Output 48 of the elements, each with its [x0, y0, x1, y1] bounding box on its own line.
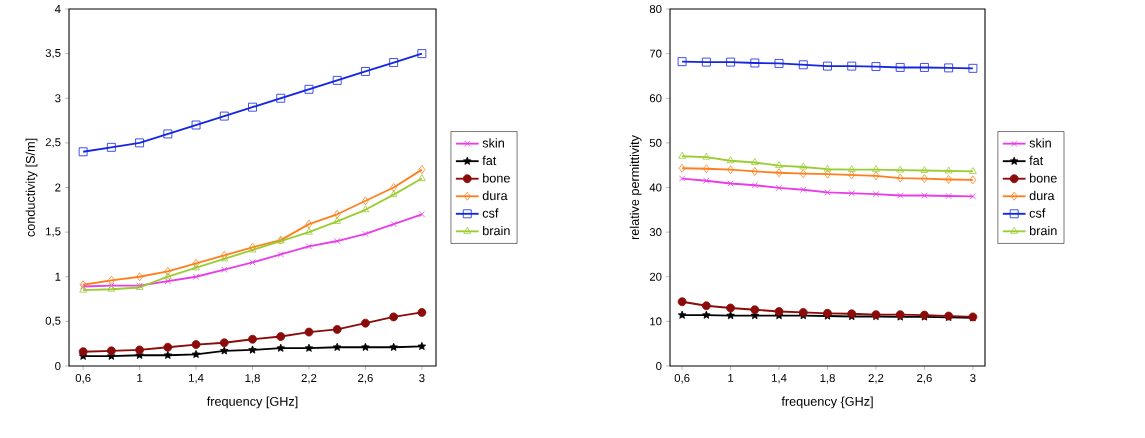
legend-label: fat: [482, 155, 497, 166]
legend-label: bone: [483, 173, 510, 183]
y-tick-label: 60: [649, 94, 662, 103]
y-tick-label: 1,5: [46, 227, 61, 237]
x-tick-label: 3: [970, 374, 976, 383]
x-tick-label: 2,2: [301, 374, 317, 384]
x-tick-label: 1: [728, 374, 734, 382]
legend-label: dura: [482, 190, 508, 201]
x-tick-label: 1,8: [820, 374, 835, 384]
legend-label: fat: [1029, 155, 1044, 166]
x-tick-label: 1: [137, 374, 143, 382]
legend-label: bone: [1029, 173, 1057, 183]
x-axis-title: frequency [GHz]: [206, 396, 298, 409]
y-tick-label: 20: [649, 272, 662, 281]
y-tick-label: 40: [649, 183, 662, 192]
y-tick-label: 1: [55, 272, 61, 281]
x-tick-label: 2,6: [917, 374, 932, 384]
x-tick-label: 3: [419, 374, 425, 383]
y-tick-label: 30: [649, 228, 662, 237]
legend-label: skin: [1029, 138, 1051, 148]
x-tick-label: 1,8: [245, 374, 260, 384]
y-tick-label: 0,5: [45, 316, 61, 327]
y-axis-title: relative permittivity: [629, 135, 642, 240]
y-tick-label: 2: [55, 183, 61, 192]
y-tick-label: 4: [54, 5, 61, 13]
y-tick-label: 3,5: [45, 48, 61, 59]
y-tick-label: 2,5: [45, 138, 61, 148]
y-tick-label: 3: [55, 94, 61, 103]
x-tick-label: 1,4: [772, 374, 787, 384]
legend-label: brain: [1029, 225, 1057, 236]
legend-label: csf: [482, 208, 499, 218]
legend-label: dura: [1029, 190, 1055, 201]
legend-label: csf: [1029, 208, 1046, 218]
y-tick-label: 10: [650, 317, 662, 326]
legend-label: skin: [482, 138, 504, 148]
y-tick-label: 70: [649, 49, 662, 58]
x-axis-title: frequency {GHz]: [781, 396, 873, 409]
x-tick-label: 2,6: [358, 374, 373, 384]
y-tick-label: 50: [649, 138, 662, 147]
x-tick-label: 2,2: [868, 374, 884, 384]
x-tick-label: 0,6: [75, 374, 91, 384]
y-tick-label: 0: [55, 361, 61, 370]
legend-label: brain: [483, 225, 510, 236]
y-axis-title: conductivity [S/m]: [25, 138, 38, 237]
y-tick-label: 80: [649, 4, 662, 13]
y-tick-label: 0: [656, 361, 662, 370]
x-tick-label: 1,4: [189, 374, 204, 384]
x-tick-label: 0,6: [674, 374, 690, 384]
